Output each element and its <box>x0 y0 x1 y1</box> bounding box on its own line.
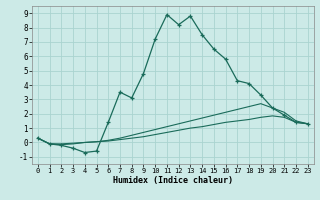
X-axis label: Humidex (Indice chaleur): Humidex (Indice chaleur) <box>113 176 233 185</box>
